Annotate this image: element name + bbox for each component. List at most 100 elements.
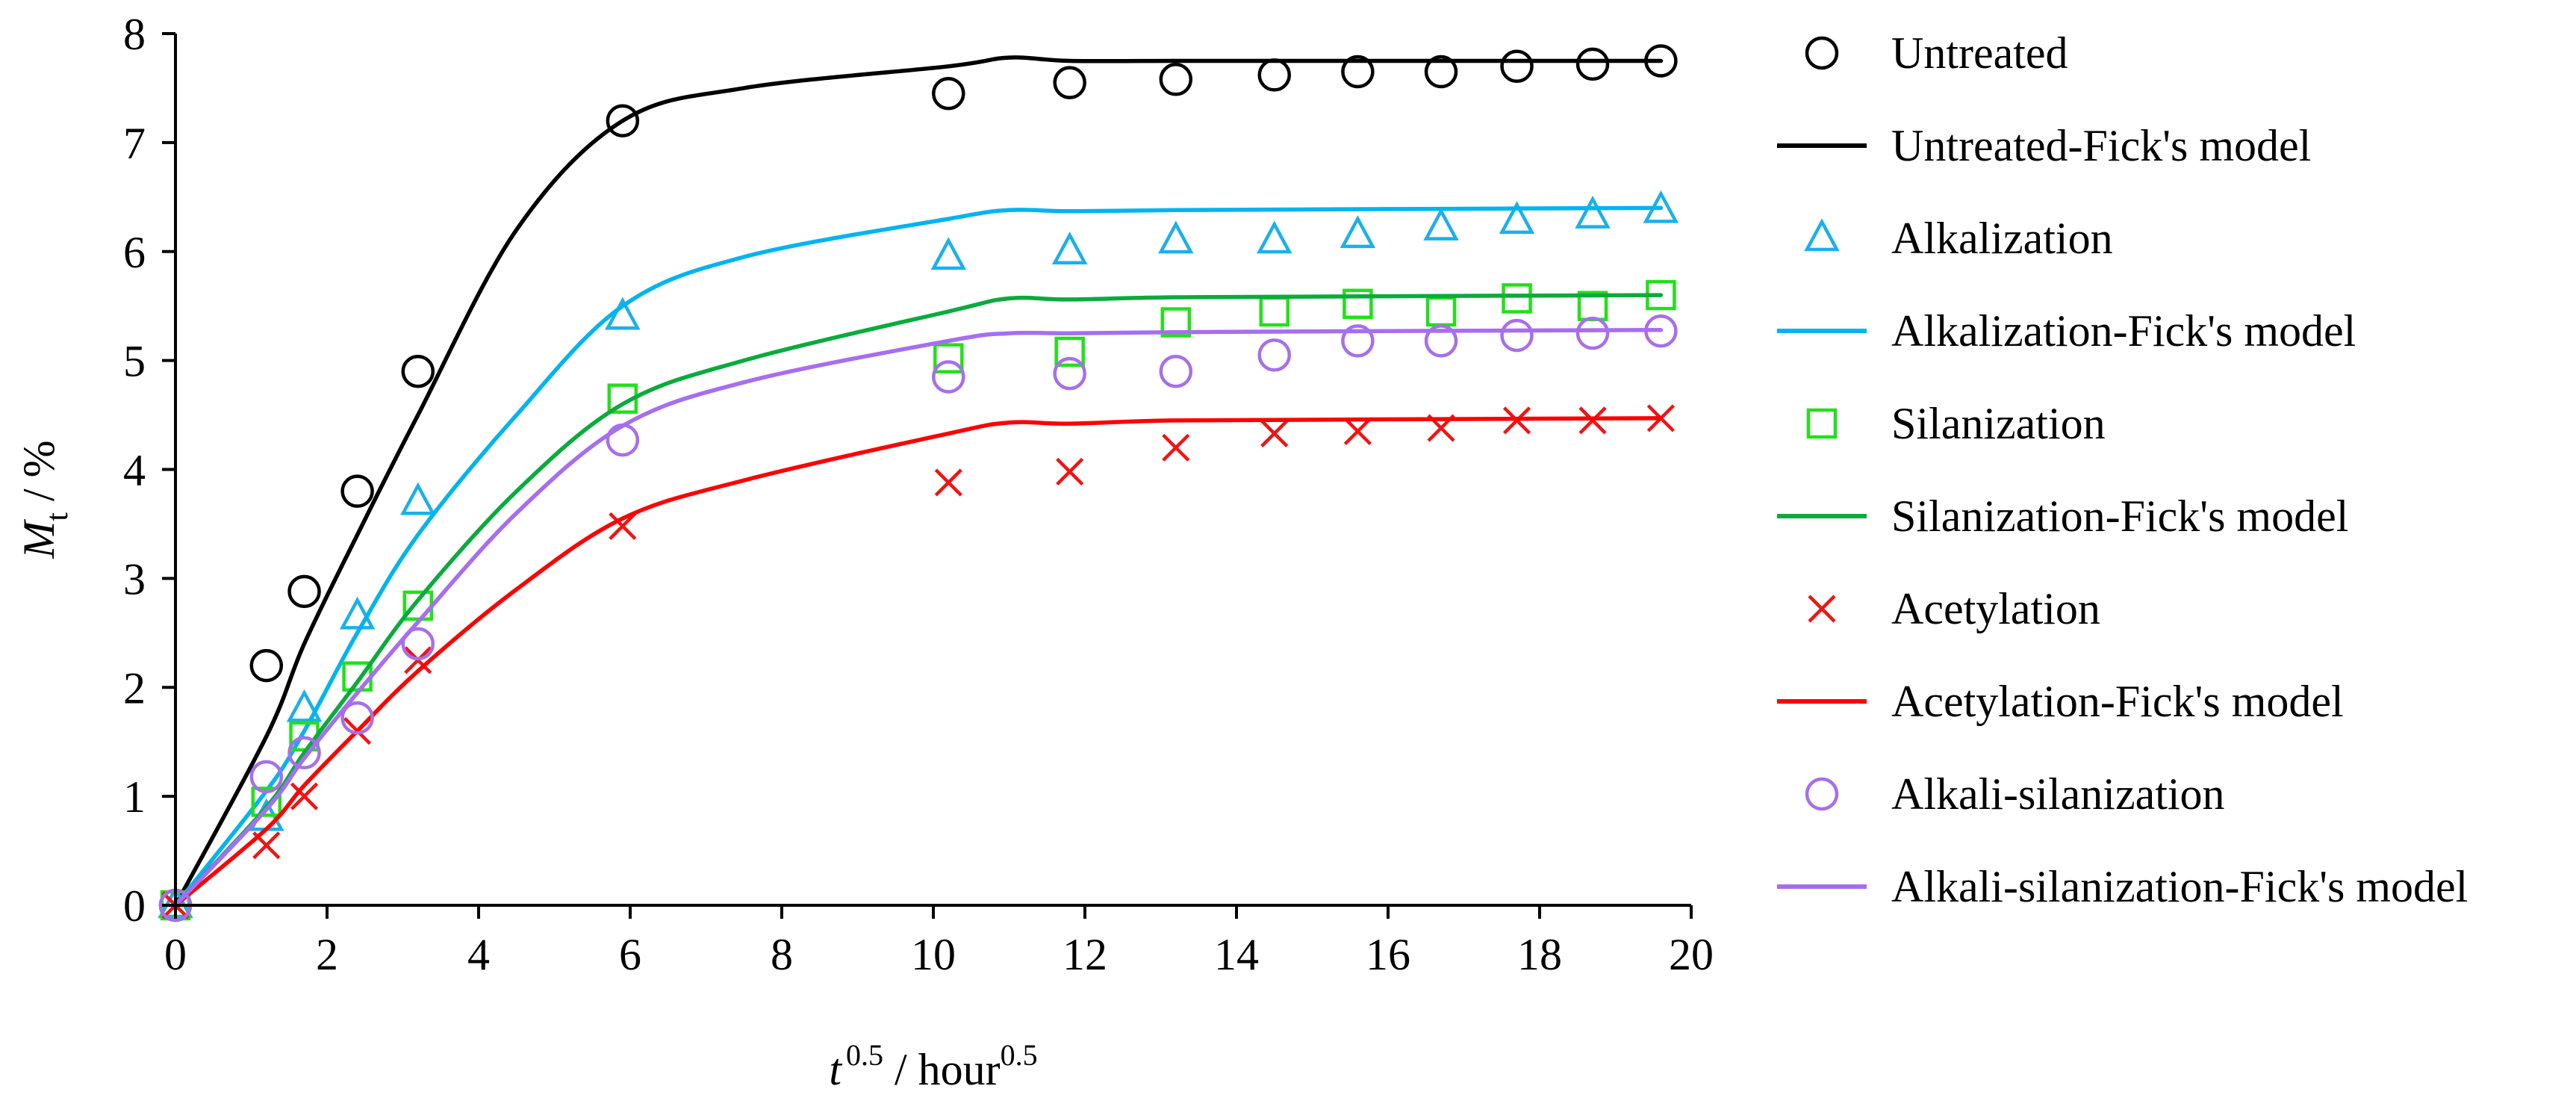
series-silanization: [160, 279, 1676, 921]
legend-alkali-silanization-swatch: [1805, 777, 1839, 811]
alkalization-point: [339, 596, 376, 630]
x-tick-label: 18: [1517, 930, 1562, 979]
alkali-silanization-point: [1341, 324, 1375, 358]
alkali-silanization-point: [606, 423, 640, 457]
series-silanization-ficks-model: [173, 293, 1664, 908]
x-axis-title: t 0.5 / hour0.5: [829, 1038, 1037, 1094]
x-tick-label: 2: [316, 930, 338, 979]
legend-alkalization-label: Alkalization: [1891, 214, 2113, 263]
series-alkalization: [158, 190, 1679, 919]
alkali-silanization-point: [287, 736, 321, 770]
plot-area: [158, 44, 1679, 922]
y-tick-label: 7: [123, 119, 146, 168]
acetylation-ficks-model-line: [173, 416, 1664, 908]
y-tick-label: 6: [123, 228, 146, 277]
alkali-silanization-ficks-model-line: [173, 328, 1664, 908]
untreated-point: [606, 104, 640, 137]
silanization-point: [1343, 288, 1373, 320]
alkalization-point: [605, 297, 641, 330]
y-tick-label: 1: [123, 772, 146, 822]
legend-item-silanization-ficks-model: Silanization-Fick's model: [1777, 491, 2348, 541]
x-tick-label: 4: [467, 930, 490, 979]
untreated-point: [340, 474, 374, 508]
x-tick-label: 6: [619, 930, 641, 979]
alkalization-point: [930, 237, 967, 270]
legend-silanization-swatch: [1806, 408, 1838, 439]
untreated-point: [1341, 55, 1375, 89]
silanization-point: [933, 343, 964, 373]
alkali-silanization-point: [249, 760, 284, 794]
alkalization-point: [1575, 195, 1611, 229]
untreated-point: [287, 574, 321, 609]
series-alkali-silanization: [158, 314, 1678, 922]
silanization-ficks-model-line: [173, 293, 1664, 908]
legend-item-alkalization: Alkalization: [1804, 214, 2113, 263]
untreated-point: [1424, 55, 1458, 89]
x-tick-label: 14: [1214, 930, 1259, 979]
alkali-silanization-point: [1257, 338, 1291, 372]
legend-acetylation-ficks-model-label: Acetylation-Fick's model: [1891, 677, 2344, 726]
acetylation-point: [934, 468, 962, 497]
x-tick-label: 8: [771, 930, 793, 979]
untreated-point: [401, 354, 435, 388]
y-tick-label: 2: [123, 663, 146, 713]
legend-alkali-silanization-ficks-model-label: Alkali-silanization-Fick's model: [1891, 862, 2468, 911]
untreated-ficks-model-line: [173, 55, 1664, 908]
alkalization-point: [286, 689, 323, 722]
legend-item-untreated: Untreated: [1805, 28, 2068, 78]
alkali-silanization-point: [1053, 356, 1086, 391]
alkalization-point: [1256, 220, 1292, 254]
x-tick-label: 16: [1366, 930, 1410, 979]
silanization-point: [1160, 307, 1192, 338]
legend-item-silanization: Silanization: [1806, 399, 2106, 448]
legend-acetylation-swatch: [1808, 595, 1836, 623]
legend-silanization-ficks-model-label: Silanization-Fick's model: [1891, 491, 2348, 541]
x-tick-label: 20: [1669, 930, 1714, 979]
acetylation-point: [1056, 457, 1084, 486]
alkali-silanization-point: [1424, 324, 1458, 358]
legend-alkalization-swatch: [1804, 218, 1840, 252]
y-axis-title: Mt / %: [14, 440, 75, 559]
acetylation-point: [1162, 433, 1190, 462]
legend-alkali-silanization-label: Alkali-silanization: [1891, 769, 2225, 819]
silanization-point: [1502, 283, 1532, 314]
silanization-point: [1425, 296, 1457, 327]
legend-acetylation-label: Acetylation: [1891, 584, 2100, 633]
alkalization-point: [400, 482, 436, 515]
alkalization-point: [1051, 232, 1088, 264]
legend-untreated-swatch: [1805, 36, 1839, 70]
untreated-point: [1500, 49, 1534, 84]
acetylation-point: [1260, 419, 1289, 447]
y-tick-label: 3: [123, 554, 146, 604]
y-tick-label: 5: [123, 337, 146, 386]
series-alkali-silanization-ficks-model: [173, 328, 1664, 908]
alkalization-point: [1423, 207, 1459, 241]
legend-item-untreated-ficks-model: Untreated-Fick's model: [1777, 121, 2311, 170]
legend-item-alkali-silanization: Alkali-silanization: [1805, 769, 2225, 819]
series-untreated: [158, 44, 1678, 922]
legend-untreated-ficks-model-label: Untreated-Fick's model: [1891, 121, 2311, 170]
legend-item-acetylation: Acetylation: [1808, 584, 2100, 633]
legend-silanization-label: Silanization: [1891, 399, 2106, 448]
y-tick-label: 4: [123, 446, 146, 495]
legend-untreated-label: Untreated: [1891, 28, 2068, 78]
alkali-silanization-point: [1575, 316, 1610, 350]
legend-alkalization-ficks-model-label: Alkalization-Fick's model: [1891, 306, 2356, 356]
silanization-point: [1054, 336, 1085, 367]
legend: Untreated Untreated-Fick's model Alkalizat…: [1777, 28, 2468, 911]
untreated-point: [1257, 58, 1291, 92]
legend-item-alkalization-ficks-model: Alkalization-Fick's model: [1777, 306, 2356, 356]
silanization-point: [1259, 296, 1289, 327]
series-acetylation: [161, 404, 1675, 919]
x-tick-label: 12: [1063, 930, 1107, 979]
legend-item-acetylation-ficks-model: Acetylation-Fick's model: [1777, 677, 2344, 726]
x-tick-label: 10: [911, 930, 956, 979]
series-untreated-ficks-model: [173, 55, 1664, 908]
series-alkalization-ficks-model: [173, 205, 1664, 908]
alkali-silanization-point: [340, 701, 374, 735]
y-axis-title-group: Mt / %: [14, 440, 75, 559]
series-acetylation-ficks-model: [173, 416, 1664, 908]
acetylation-point: [290, 782, 319, 810]
